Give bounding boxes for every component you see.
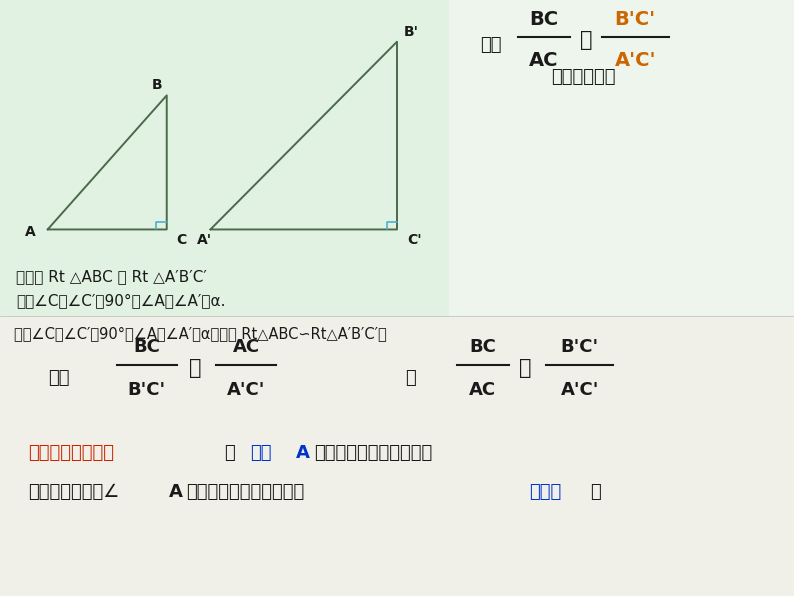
Text: B'C': B'C' — [561, 338, 599, 356]
Text: C': C' — [407, 233, 422, 247]
Bar — [0, 316, 794, 596]
Text: 任意画 Rt △ABC 和 Rt △A′B′C′: 任意画 Rt △ABC 和 Rt △A′B′C′ — [16, 269, 206, 285]
Text: 所以: 所以 — [48, 370, 69, 387]
Text: 问：: 问： — [480, 36, 502, 54]
Bar — [0, 0, 449, 316]
Text: BC: BC — [469, 338, 496, 356]
Text: AC: AC — [233, 338, 260, 356]
Text: A: A — [169, 483, 183, 501]
Text: 的度数一定时，不管三角: 的度数一定时，不管三角 — [314, 444, 432, 462]
Text: 的对边与邻边的比是一个: 的对边与邻边的比是一个 — [186, 483, 304, 501]
Text: ＝: ＝ — [519, 358, 532, 378]
Text: 有什么关系？: 有什么关系？ — [551, 69, 616, 86]
Text: 由于∠C＝∠C′＝90°，∠A＝∠A′＝α，所以 Rt△ABC∽Rt△A′B′C′，: 由于∠C＝∠C′＝90°，∠A＝∠A′＝α，所以 Rt△ABC∽Rt△A′B′C… — [14, 326, 387, 342]
Text: 。: 。 — [590, 483, 601, 501]
Text: A': A' — [196, 233, 212, 247]
Text: A: A — [25, 225, 36, 240]
Text: 使得∠C＝∠C′＝90°，∠A＝∠A′＝α.: 使得∠C＝∠C′＝90°，∠A＝∠A′＝α. — [16, 293, 225, 309]
Text: C: C — [176, 233, 186, 247]
Text: B'C': B'C' — [615, 10, 656, 29]
Text: B: B — [152, 77, 163, 92]
Text: 锐角: 锐角 — [250, 444, 272, 462]
Text: B'C': B'C' — [128, 381, 166, 399]
Text: B': B' — [404, 25, 418, 39]
Text: ＝: ＝ — [580, 30, 592, 50]
Text: 形的大小如何，∠: 形的大小如何，∠ — [28, 483, 119, 501]
Text: BC: BC — [530, 10, 558, 29]
Text: A: A — [296, 444, 310, 462]
Text: ＝: ＝ — [189, 358, 202, 378]
Text: 当: 当 — [224, 444, 235, 462]
Text: A'C': A'C' — [227, 381, 265, 399]
Text: 在直角三角形中，: 在直角三角形中， — [28, 444, 114, 462]
Text: A'C': A'C' — [615, 51, 656, 70]
Text: 即: 即 — [405, 370, 416, 387]
Text: AC: AC — [469, 381, 496, 399]
Text: BC: BC — [133, 338, 160, 356]
Text: AC: AC — [529, 51, 559, 70]
Text: 固定值: 固定值 — [529, 483, 561, 501]
Text: A'C': A'C' — [561, 381, 599, 399]
